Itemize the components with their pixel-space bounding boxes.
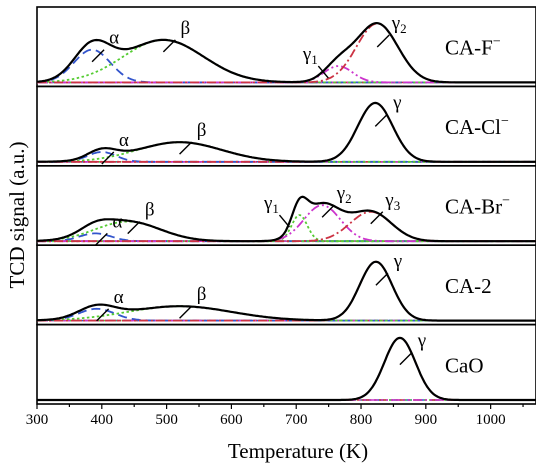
panel-group: α β γ1 γ2 CA-F− α β γ CA-Cl− α β γ1 γ2 γ3 CA-Br− α β γ CA-… (36, 6, 536, 405)
component-peak-0 (37, 307, 536, 322)
panel-ca-2: α β γ CA-2 (36, 244, 536, 326)
x-tick-label: 800 (350, 412, 373, 428)
peak-arrow (162, 39, 176, 53)
panel-ca-cl: α β γ CA-Cl− (36, 85, 536, 167)
total-signal (37, 336, 536, 402)
sample-label: CA-2 (445, 274, 492, 298)
peak-label: γ (393, 251, 402, 272)
peak-arrow (127, 221, 141, 235)
sample-label: CaO (445, 353, 484, 377)
x-tick-label: 900 (415, 412, 438, 428)
peak-label: γ (417, 331, 426, 352)
component-peak-1 (37, 141, 536, 163)
peak-label: γ2 (391, 13, 407, 36)
peak-arrow (179, 305, 193, 319)
peak-label: α (119, 130, 129, 151)
total-signal (37, 101, 536, 163)
peak-arrow (179, 141, 193, 155)
peak-arrow (101, 151, 115, 165)
total-signal (37, 260, 536, 322)
peak-arrow (96, 308, 110, 322)
peak-arrow (278, 214, 290, 228)
x-tick-label: 300 (26, 412, 49, 428)
x-tick-label: 400 (91, 412, 114, 428)
peak-label: γ3 (384, 190, 400, 213)
peak-arrow (374, 113, 388, 127)
total-signal (36, 21, 536, 84)
panel-cao: γ CaO (36, 323, 536, 405)
peak-arrow (375, 272, 389, 286)
peak-label: γ1 (302, 44, 318, 67)
component-peak-0 (37, 232, 536, 243)
component-peak-2 (37, 65, 536, 84)
x-tick-label: 700 (285, 412, 308, 428)
x-axis: 300 400 500 600 700 800 900 1000 (26, 404, 524, 428)
peak-arrow (94, 232, 108, 246)
y-axis-label: TCD signal (a.u.) (5, 142, 29, 289)
x-tick-label: 600 (220, 412, 243, 428)
x-axis-label: Temperature (K) (228, 439, 368, 463)
peak-arrow (399, 352, 413, 366)
sample-label: CA-F− (445, 35, 501, 60)
peak-arrow (321, 204, 335, 218)
peak-label: γ2 (336, 183, 352, 206)
peak-label: α (112, 211, 122, 232)
total-signal (37, 195, 536, 243)
x-tick-label: 1000 (476, 412, 506, 428)
panel-ca-br: α β γ1 γ2 γ3 CA-Br− (36, 165, 536, 247)
peak-arrow (91, 49, 105, 63)
panel-frame (36, 323, 536, 405)
peak-label: γ (392, 92, 401, 113)
x-tick-label: 500 (155, 412, 178, 428)
sample-label: CA-Cl− (445, 114, 509, 139)
peak-label: β (145, 200, 155, 221)
peak-label: γ1 (263, 193, 279, 216)
peak-label: β (197, 284, 207, 305)
panel-ca-f: α β γ1 γ2 CA-F− (36, 6, 536, 88)
peak-label: β (197, 120, 207, 141)
peak-arrow (376, 34, 390, 48)
peak-arrow (370, 211, 384, 225)
peak-label: β (181, 18, 191, 39)
peak-arrow (317, 65, 329, 79)
peak-label: α (114, 287, 124, 308)
sample-label: CA-Br− (445, 194, 510, 219)
peak-label: α (109, 28, 119, 49)
